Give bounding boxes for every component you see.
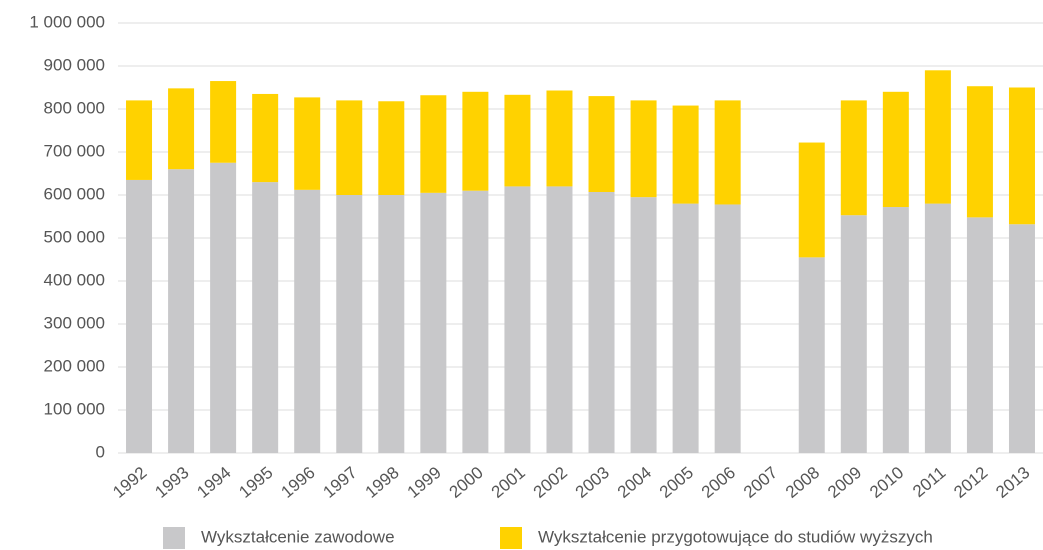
y-tick-label: 400 000 — [44, 270, 105, 289]
x-tick-label: 2009 — [824, 463, 865, 502]
bar-segment — [714, 100, 741, 205]
bar-segment — [672, 203, 699, 453]
legend-swatch — [163, 527, 185, 549]
x-tick-label: 2003 — [572, 463, 613, 502]
y-tick-label: 500 000 — [44, 227, 105, 246]
bar-segment — [588, 191, 615, 454]
x-tick-label: 2006 — [698, 463, 739, 502]
bar-segment — [504, 94, 531, 187]
bar-segment — [840, 215, 867, 453]
bar-segment — [420, 192, 447, 453]
y-tick-label: 0 — [96, 442, 105, 461]
x-tick-label: 2010 — [866, 463, 907, 502]
x-tick-label: 2000 — [446, 463, 487, 502]
x-tick-label: 1995 — [235, 463, 276, 502]
y-tick-label: 700 000 — [44, 141, 105, 160]
bar-segment — [252, 182, 279, 453]
x-tick-label: 1997 — [320, 463, 361, 502]
x-tick-label: 2005 — [656, 463, 697, 502]
x-tick-label: 2004 — [614, 463, 655, 502]
x-tick-label: 2001 — [488, 463, 529, 502]
x-tick-label: 1994 — [193, 463, 234, 502]
x-tick-label: 1999 — [404, 463, 445, 502]
bar-segment — [210, 162, 237, 453]
y-tick-label: 100 000 — [44, 399, 105, 418]
bar-segment — [966, 86, 993, 218]
bar-segment — [630, 197, 657, 453]
bar-segment — [378, 195, 405, 453]
y-tick-label: 300 000 — [44, 313, 105, 332]
x-tick-label: 1993 — [151, 463, 192, 502]
bar-segment — [882, 207, 909, 453]
y-tick-label: 600 000 — [44, 184, 105, 203]
x-tick-label: 1992 — [109, 463, 150, 502]
bar-segment — [336, 100, 363, 195]
bar-segment — [210, 81, 237, 163]
bar-segment — [168, 88, 195, 170]
x-tick-label: 2013 — [992, 463, 1033, 502]
bar-segment — [588, 96, 615, 192]
y-tick-label: 900 000 — [44, 55, 105, 74]
bar-segment — [1008, 224, 1035, 453]
y-tick-label: 200 000 — [44, 356, 105, 375]
x-tick-label: 2011 — [909, 463, 949, 501]
bar-segment — [378, 101, 405, 195]
legend-label: Wykształcenie zawodowe — [201, 527, 395, 546]
bar-segment — [168, 169, 195, 453]
bar-segment — [126, 100, 153, 180]
bar-segment — [840, 100, 867, 216]
legend-swatch — [500, 527, 522, 549]
bar-segment — [126, 179, 153, 453]
bar-segment — [1008, 87, 1035, 225]
bar-segment — [252, 93, 279, 183]
bar-segment — [672, 105, 699, 204]
bar-segment — [504, 186, 531, 453]
bar-segment — [798, 257, 825, 453]
bar-segment — [462, 190, 489, 453]
bar-segment — [294, 97, 321, 190]
bar-segment — [294, 189, 321, 453]
bar-segment — [546, 186, 573, 453]
x-tick-label: 1998 — [362, 463, 403, 502]
y-tick-label: 800 000 — [44, 98, 105, 117]
legend-label: Wykształcenie przygotowujące do studiów … — [538, 527, 933, 546]
bar-segment — [336, 195, 363, 453]
x-tick-label: 1996 — [277, 463, 318, 502]
bar-segment — [546, 90, 573, 187]
bar-segment — [462, 91, 489, 191]
bar-segment — [714, 204, 741, 453]
bar-segment — [966, 217, 993, 453]
bar-segment — [630, 100, 657, 198]
bar-segment — [924, 70, 951, 204]
bar-segment — [420, 95, 447, 193]
x-tick-label: 2008 — [782, 463, 823, 502]
bar-segment — [924, 203, 951, 453]
bar-segment — [798, 142, 825, 258]
x-tick-label: 2012 — [950, 463, 991, 502]
x-tick-label: 2007 — [740, 463, 781, 502]
bar-segment — [882, 91, 909, 208]
y-tick-label: 1 000 000 — [29, 12, 105, 31]
x-tick-label: 2002 — [530, 463, 571, 502]
